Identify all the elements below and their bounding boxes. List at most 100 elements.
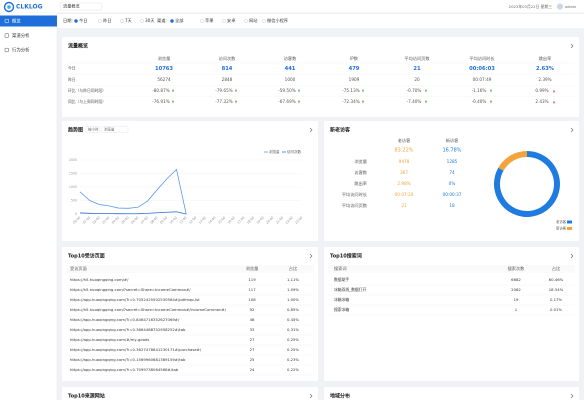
- radio-label[interactable]: 网站: [249, 17, 257, 24]
- table-cell: 冰箱冰箱: [334, 297, 349, 302]
- arrow-up: [553, 100, 555, 104]
- radio[interactable]: [98, 19, 102, 23]
- table-header: 浏览量: [246, 265, 259, 272]
- table-header: 搜索词: [334, 265, 347, 272]
- select-text[interactable]: 按小时: [88, 127, 99, 132]
- row-label: 跳出率: [354, 180, 367, 187]
- table-cell: 119: [248, 277, 256, 282]
- select[interactable]: [101, 126, 129, 133]
- visitor-value: 74: [449, 170, 455, 175]
- menu-item[interactable]: 渠道分析: [12, 32, 30, 39]
- radio-label[interactable]: 微信小程序: [267, 17, 288, 24]
- table-cell: 冰箱双线_数据打开: [334, 287, 366, 292]
- menu-icon: [4, 18, 9, 24]
- radio[interactable]: [140, 19, 144, 23]
- trend-card: [62, 121, 318, 241]
- overview-card: [62, 37, 579, 117]
- x-tick-label: 17:00: [236, 216, 245, 225]
- select[interactable]: [85, 126, 101, 133]
- arrow-down: [490, 100, 492, 104]
- menu-icon: [4, 47, 9, 53]
- line-series: [79, 168, 187, 215]
- legend-swatch: [567, 227, 572, 230]
- row-label: 今日: [68, 66, 76, 71]
- radio-label[interactable]: 今日: [79, 17, 87, 24]
- row-label: 平均访问时长: [342, 191, 368, 198]
- column-header: 访问次数: [219, 55, 237, 62]
- table-cell: 0.85%: [287, 307, 299, 312]
- x-tick-label: 05:00: [121, 216, 130, 225]
- radio-label[interactable]: 全部: [175, 17, 183, 24]
- row-label: 平均访问页数: [342, 202, 368, 209]
- chevron[interactable]: [309, 393, 313, 399]
- table-cell: 0.17%: [550, 297, 562, 302]
- row-label: 同比（与上周同时段）: [68, 99, 106, 104]
- table-cell: 117: [248, 287, 256, 292]
- table-cell: https://app.huoqingqing.com/#/my-goods: [70, 337, 149, 342]
- menu-item[interactable]: 行为分析: [12, 47, 30, 54]
- change-value: -79.65%: [215, 88, 232, 93]
- app-select-text[interactable]: 流量概览: [63, 3, 80, 10]
- radio[interactable]: [244, 19, 248, 23]
- radio[interactable]: [74, 19, 78, 23]
- x-tick-label: 08:00: [149, 216, 158, 225]
- avatar[interactable]: [557, 3, 563, 10]
- change-value: -0.40%: [472, 99, 487, 104]
- chevron[interactable]: [570, 127, 574, 133]
- chevron[interactable]: [570, 393, 574, 399]
- logo-icon: [3, 1, 15, 13]
- row-label: 访客数: [354, 169, 367, 176]
- table-cell: https://app.huoqingqing.com/?i=0.1569960…: [70, 357, 186, 362]
- x-tick-label: 06:00: [130, 216, 139, 225]
- change-value: -0.70%: [407, 88, 422, 93]
- trend-card-title: 趋势图: [67, 127, 83, 134]
- metric-value: 1000: [285, 77, 296, 82]
- x-tick-label: 01:00: [82, 216, 91, 225]
- radio[interactable]: [170, 19, 174, 23]
- chevron[interactable]: [309, 253, 313, 259]
- visitor-share: 16.78%: [442, 148, 461, 154]
- radio[interactable]: [200, 19, 204, 23]
- radio-label[interactable]: 昨日: [103, 17, 111, 24]
- chevron[interactable]: [570, 43, 574, 49]
- table-cell: https://app.huoqingqing.com/?i=0.8464716…: [70, 317, 180, 322]
- row-label: 浏览量: [354, 158, 367, 165]
- legend-swatch: [567, 220, 572, 224]
- x-tick-label: 18:00: [246, 216, 255, 225]
- select-text[interactable]: 浏览量: [104, 127, 115, 132]
- menu-item[interactable]: 概览: [12, 18, 21, 25]
- change-value: 0.99%: [535, 88, 548, 93]
- x-tick-label: 21:00: [275, 216, 284, 225]
- change-value: -59.50%: [278, 88, 295, 93]
- change-value: -72.34%: [342, 99, 359, 104]
- chevron[interactable]: [570, 253, 574, 259]
- radio-label[interactable]: 30天: [145, 18, 155, 24]
- table-header: 占比: [552, 265, 560, 272]
- x-tick-label: 11:00: [178, 216, 187, 225]
- table-cell: 2062: [511, 287, 521, 292]
- table-cell: https://h5.huoqingqing.com/?secret=Share…: [70, 287, 191, 292]
- arrow-down: [362, 100, 364, 104]
- legend-label: 浏览量: [269, 149, 280, 154]
- arrow-down: [172, 89, 174, 93]
- table-cell: 25: [250, 357, 255, 362]
- table-cell: https://h5.huoqingqing.com/?secret=Share…: [70, 307, 227, 312]
- arrow-down: [490, 89, 492, 93]
- user[interactable]: admin: [565, 5, 576, 9]
- bottom-card: [62, 387, 318, 400]
- chevron[interactable]: [309, 127, 313, 133]
- arrow-up: [553, 89, 555, 93]
- radio[interactable]: [262, 19, 266, 23]
- app-select[interactable]: [59, 2, 103, 11]
- visitor-type: 老访客: [398, 137, 411, 144]
- radio-label[interactable]: 苹果: [205, 17, 214, 24]
- visitor-value: 00:00:37: [443, 192, 462, 197]
- radio[interactable]: [120, 19, 124, 23]
- radio-label[interactable]: 安卓: [227, 17, 235, 24]
- column-header: 平均访问时长: [469, 55, 495, 62]
- radio[interactable]: [222, 19, 226, 23]
- radio-label[interactable]: 7天: [125, 18, 133, 24]
- y-tick-label: 2000: [69, 158, 77, 162]
- x-tick-label: 16:00: [227, 216, 236, 225]
